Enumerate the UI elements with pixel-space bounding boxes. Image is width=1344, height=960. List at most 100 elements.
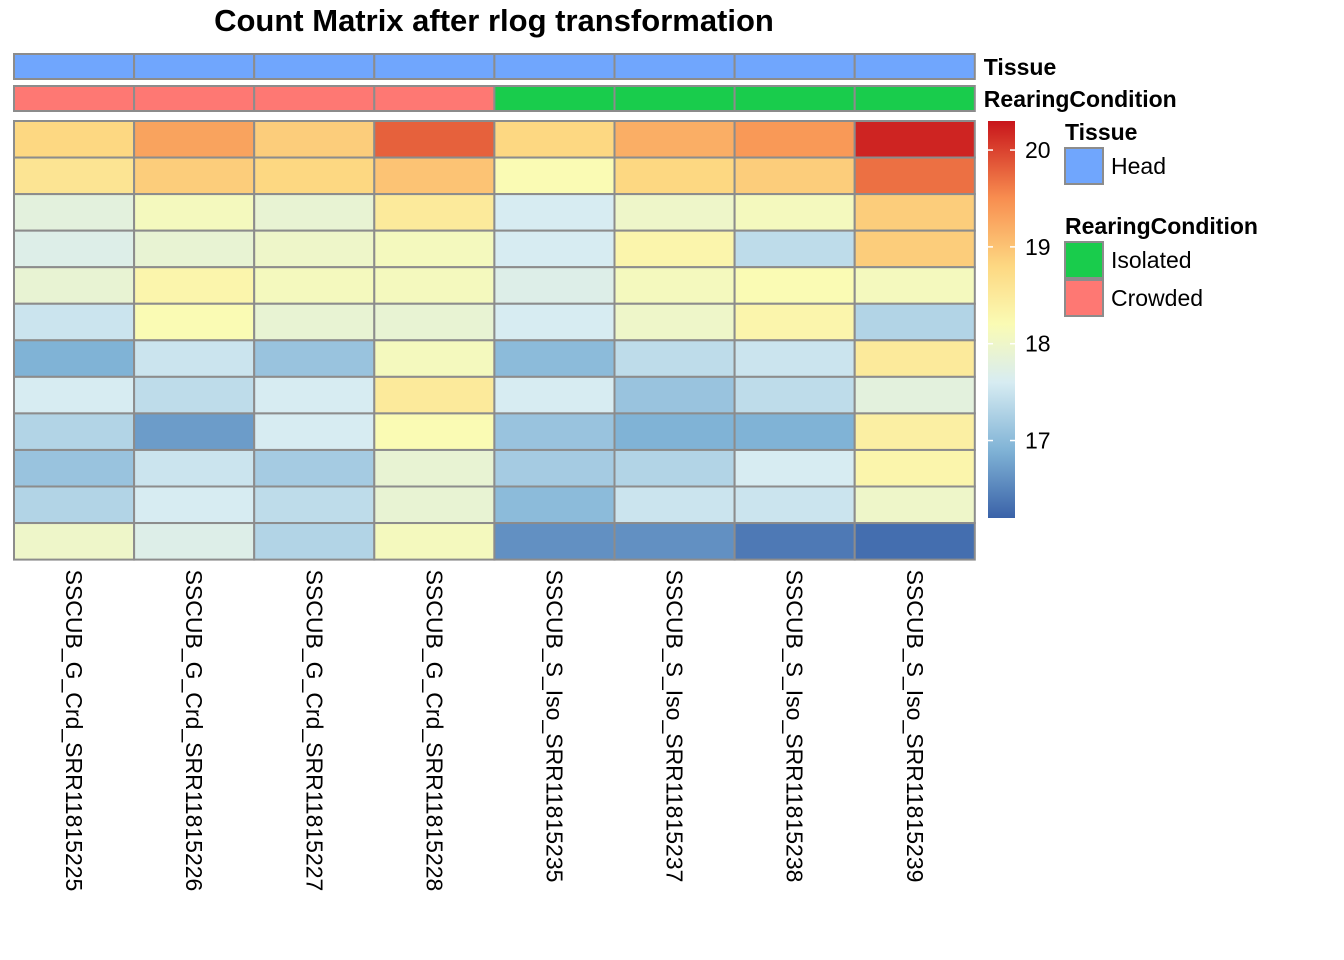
annotation-cell-tissue-7: [853, 53, 976, 80]
heatmap-cell-r0-c6: [733, 120, 856, 159]
annotation-cell-rearingcondition-3: [373, 85, 496, 112]
annotation-cell-tissue-5: [613, 53, 736, 80]
heatmap-cell-r2-c0: [13, 193, 136, 232]
heatmap-cell-r11-c5: [613, 522, 736, 561]
heatmap-cell-r6-c0: [13, 339, 136, 378]
heatmap-cell-r11-c1: [133, 522, 256, 561]
heatmap-cell-r5-c5: [613, 302, 736, 342]
heatmap-cell-r8-c1: [133, 412, 256, 451]
annotation-cell-tissue-2: [253, 53, 376, 80]
annotation-cell-tissue-1: [133, 53, 256, 80]
heatmap-cell-r6-c7: [853, 339, 976, 378]
heatmap-cell-r10-c6: [733, 485, 856, 525]
column-labels: SSCUB_G_Crd_SRR11815225 SSCUB_G_Crd_SRR11…: [61, 570, 928, 892]
heatmap-cell-r1-c7: [853, 156, 976, 196]
heatmap-cell-r10-c7: [853, 485, 976, 525]
heatmap-cell-r9-c5: [613, 448, 736, 488]
heatmap-cell-r5-c1: [133, 302, 256, 342]
heatmap-cell-r2-c2: [253, 193, 376, 232]
heatmap-cell-r10-c4: [493, 485, 616, 525]
heatmap-cell-r0-c1: [133, 120, 256, 159]
heatmap-cell-r4-c1: [133, 266, 256, 305]
heatmap-cell-r5-c0: [13, 302, 136, 342]
legend-swatch-head: [1064, 147, 1104, 185]
heatmap-cell-r3-c7: [853, 229, 976, 269]
heatmap-cells: [13, 120, 976, 561]
column-label-0: SSCUB_G_Crd_SRR11815225: [61, 570, 87, 892]
heatmap-cell-r11-c0: [13, 522, 136, 561]
column-label-7: SSCUB_S_Iso_SRR11815239: [902, 570, 928, 883]
heatmap-cell-r9-c0: [13, 448, 136, 488]
heatmap-cell-r2-c1: [133, 193, 256, 232]
heatmap-cell-r1-c1: [133, 156, 256, 196]
color-scale-tick-17: 17: [1025, 428, 1051, 454]
heatmap-cell-r3-c4: [493, 229, 616, 269]
annotation-labels: Tissue RearingCondition: [984, 54, 1177, 112]
heatmap-cell-r0-c2: [253, 120, 376, 159]
heatmap-cell-r0-c0: [13, 120, 136, 159]
heatmap-cell-r3-c6: [733, 229, 856, 269]
heatmap-cell-r10-c1: [133, 485, 256, 525]
heatmap-cell-r5-c2: [253, 302, 376, 342]
heatmap-cell-r1-c4: [493, 156, 616, 196]
heatmap-cell-r9-c6: [733, 448, 856, 488]
legend-label-isolated: Isolated: [1111, 247, 1192, 273]
heatmap-cell-r8-c3: [373, 412, 496, 451]
annotation-cell-rearingcondition-0: [13, 85, 136, 112]
heatmap-cell-r10-c5: [613, 485, 736, 525]
heatmap-cell-r1-c3: [373, 156, 496, 196]
heatmap-cell-r2-c5: [613, 193, 736, 232]
legend-label-head: Head: [1111, 153, 1166, 179]
heatmap-cell-r9-c3: [373, 448, 496, 488]
heatmap-cell-r6-c2: [253, 339, 376, 378]
heatmap-cell-r5-c6: [733, 302, 856, 342]
heatmap-cell-r11-c7: [853, 522, 976, 561]
heatmap-cell-r7-c2: [253, 375, 376, 415]
column-label-4: SSCUB_S_Iso_SRR11815235: [541, 570, 567, 883]
heatmap-cell-r10-c2: [253, 485, 376, 525]
heatmap-cell-r4-c2: [253, 266, 376, 305]
heatmap-cell-r11-c4: [493, 522, 616, 561]
annotation-cell-tissue-3: [373, 53, 496, 80]
heatmap-cell-r8-c7: [853, 412, 976, 451]
heatmap-cell-r5-c7: [853, 302, 976, 342]
color-scale-bar: [988, 121, 1015, 518]
heatmap-cell-r8-c5: [613, 412, 736, 451]
heatmap-cell-r3-c3: [373, 229, 496, 269]
heatmap-cell-r7-c5: [613, 375, 736, 415]
heatmap-cell-r2-c4: [493, 193, 616, 232]
annotation-cell-rearingcondition-2: [253, 85, 376, 112]
heatmap-cell-r4-c3: [373, 266, 496, 305]
annotation-label-tissue: Tissue: [984, 54, 1056, 80]
annotation-cell-tissue-6: [733, 53, 856, 80]
heatmap-cell-r7-c3: [373, 375, 496, 415]
heatmap-cell-r6-c1: [133, 339, 256, 378]
heatmap-cell-r9-c7: [853, 448, 976, 488]
heatmap-cell-r7-c6: [733, 375, 856, 415]
heatmap-cell-r5-c4: [493, 302, 616, 342]
heatmap-cell-r8-c4: [493, 412, 616, 451]
annotation-label-rearingcondition: RearingCondition: [984, 86, 1177, 112]
column-label-1: SSCUB_G_Crd_SRR11815226: [181, 570, 207, 892]
annotation-bars: [13, 53, 976, 112]
heatmap-cell-r4-c4: [493, 266, 616, 305]
heatmap-cell-r3-c1: [133, 229, 256, 269]
heatmap-cell-r11-c6: [733, 522, 856, 561]
column-label-6: SSCUB_S_Iso_SRR11815238: [782, 570, 808, 883]
legend-swatch-isolated: [1064, 241, 1104, 279]
heatmap-cell-r3-c5: [613, 229, 736, 269]
column-label-3: SSCUB_G_Crd_SRR11815228: [421, 570, 447, 892]
column-label-5: SSCUB_S_Iso_SRR11815237: [662, 570, 688, 883]
legend-label-crowded: Crowded: [1111, 285, 1203, 311]
heatmap-cell-r0-c5: [613, 120, 736, 159]
heatmap-cell-r5-c3: [373, 302, 496, 342]
color-scale-legend: 17 18 19 20: [988, 121, 1051, 518]
heatmap-cell-r6-c6: [733, 339, 856, 378]
heatmap-cell-r4-c6: [733, 266, 856, 305]
color-scale-tick-19: 19: [1025, 234, 1051, 260]
heatmap-cell-r7-c0: [13, 375, 136, 415]
annotation-cell-rearingcondition-5: [613, 85, 736, 112]
legend-title-rearingcondition: RearingCondition: [1065, 213, 1258, 239]
color-scale-tick-18: 18: [1025, 331, 1051, 357]
